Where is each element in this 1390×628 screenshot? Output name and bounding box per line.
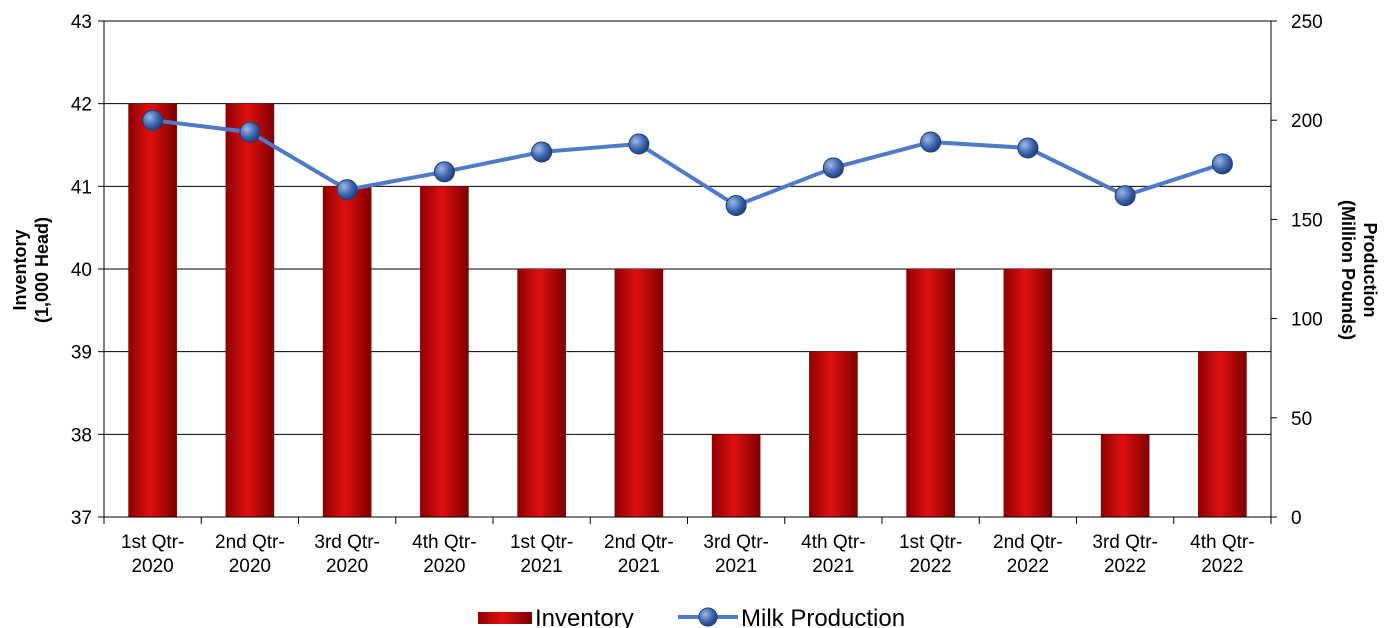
right-tick-label: 50 [1291, 409, 1312, 430]
milk-production-point [531, 141, 553, 163]
left-tick-label: 38 [71, 425, 92, 446]
x-tick-label: 3rd Qtr-2020 [314, 532, 379, 577]
right-tick-label: 100 [1291, 310, 1323, 331]
left-tick-label: 41 [71, 177, 92, 198]
left-tick-label: 40 [71, 260, 92, 281]
left-axis-title-line-1: Inventory [10, 229, 30, 310]
inventory-bar [614, 269, 664, 517]
x-tick-label: 3rd Qtr-2022 [1092, 532, 1157, 577]
plot-frame [103, 20, 1272, 518]
x-tick-label: 4th Qtr-2022 [1190, 532, 1254, 577]
legend-label-milk-production: Milk Production [741, 605, 905, 628]
right-axis-title-line-1: Production [1360, 223, 1380, 318]
right-tick-label: 250 [1291, 12, 1323, 33]
right-tick-label: 0 [1291, 508, 1302, 529]
inventory-bar [322, 186, 372, 518]
right-axis-title-line-2: (Million Pounds) [1338, 200, 1358, 340]
milk-production-point [920, 131, 942, 153]
inventory-bar [128, 103, 177, 518]
inventory-bars [128, 103, 1247, 518]
x-tick-label: 2nd Qtr-2022 [993, 532, 1063, 577]
milk-production-point [336, 179, 358, 201]
inventory-bar [1198, 351, 1247, 517]
x-tick-label: 4th Qtr-2021 [801, 532, 865, 577]
milk-production-point [822, 157, 844, 179]
x-tick-label: 1st Qtr-2020 [121, 532, 184, 577]
milk-production-point [1017, 137, 1039, 159]
left-tick-label: 37 [71, 508, 92, 529]
axes: 37 38 39 40 41 42 43 0 50 100 150 200 250 1st Qtr-202… [71, 12, 1323, 577]
left-tick-label: 42 [71, 95, 92, 116]
milk-production-point [1114, 185, 1136, 207]
inventory-bar [420, 186, 469, 518]
gridlines [104, 20, 1271, 517]
left-tick-label: 43 [71, 12, 92, 33]
left-axis-title: Inventory (1,000 Head) [10, 217, 52, 323]
x-tick-label: 4th Qtr-2020 [412, 532, 476, 577]
right-tick-label: 200 [1291, 111, 1323, 132]
x-tick-label: 2nd Qtr-2020 [215, 532, 285, 577]
legend-label-inventory: Inventory [535, 605, 634, 628]
milk-production-point [1211, 153, 1233, 175]
right-axis-title: Production (Million Pounds) [1338, 200, 1380, 340]
milk-production-line [142, 109, 1233, 217]
x-tick-label: 1st Qtr-2022 [899, 532, 962, 577]
milk-production-point [725, 195, 747, 217]
milk-production-point [142, 109, 164, 131]
x-tick-label: 2nd Qtr-2021 [604, 532, 674, 577]
milk-production-point [433, 161, 455, 183]
inventory-bar [225, 103, 275, 518]
inventory-bar [906, 269, 955, 517]
legend-swatch-milk-production-marker [698, 607, 718, 627]
inventory-bar [1100, 434, 1150, 517]
left-tick-label: 39 [71, 343, 92, 364]
milk-production-point [239, 121, 261, 143]
milk-production-point [628, 133, 650, 155]
inventory-bar [711, 434, 761, 517]
inventory-bar [809, 351, 858, 517]
x-tick-label: 3rd Qtr-2021 [703, 532, 768, 577]
inventory-bar [517, 269, 566, 517]
legend-swatch-inventory [478, 612, 532, 624]
left-axis-title-line-2: (1,000 Head) [32, 217, 52, 323]
right-tick-label: 150 [1291, 210, 1323, 231]
inventory-bar [1003, 269, 1053, 517]
legend: Inventory Milk Production [478, 605, 905, 628]
milk-production-series-line [152, 118, 1223, 208]
x-tick-label: 1st Qtr-2021 [510, 532, 573, 577]
